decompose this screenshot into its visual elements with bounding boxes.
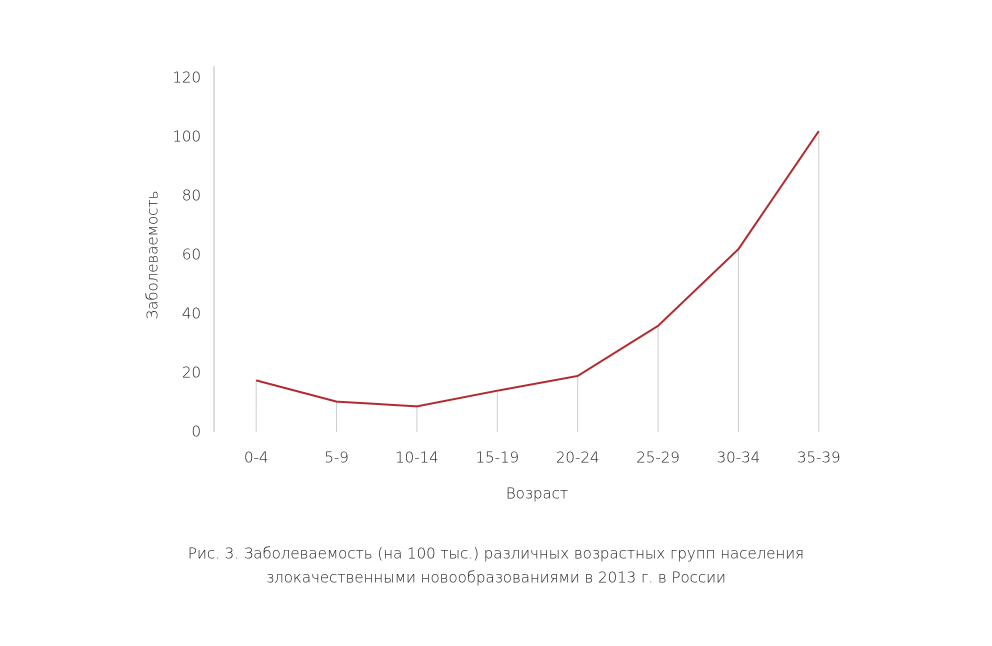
y-tick-label: 120 <box>172 69 201 87</box>
series-line <box>255 130 820 408</box>
y-tick-label: 60 <box>182 246 201 264</box>
y-tick-label: 40 <box>182 305 201 323</box>
x-tick-label: 20-24 <box>556 449 600 467</box>
y-tick-label: 20 <box>182 364 201 382</box>
caption-line: злокачественными новообразованиями в 201… <box>266 569 726 587</box>
caption-line: Рис. 3. Заболеваемость (на 100 тыс.) раз… <box>188 545 804 563</box>
y-tick-label: 80 <box>182 187 201 205</box>
x-tick-label: 30-34 <box>717 449 761 467</box>
x-tick-label: 10-14 <box>395 449 439 467</box>
x-tick-label: 15-19 <box>476 449 520 467</box>
x-tick-label: 25-29 <box>636 449 680 467</box>
y-tick-label: 100 <box>172 128 201 146</box>
y-axis-label: Заболеваемость <box>144 191 162 320</box>
x-tick-label: 0-4 <box>244 449 269 467</box>
y-tick-label: 0 <box>191 423 201 441</box>
x-axis-label: Возраст <box>506 485 568 503</box>
x-tick-label: 5-9 <box>324 449 349 467</box>
x-tick-label: 35-39 <box>797 449 841 467</box>
